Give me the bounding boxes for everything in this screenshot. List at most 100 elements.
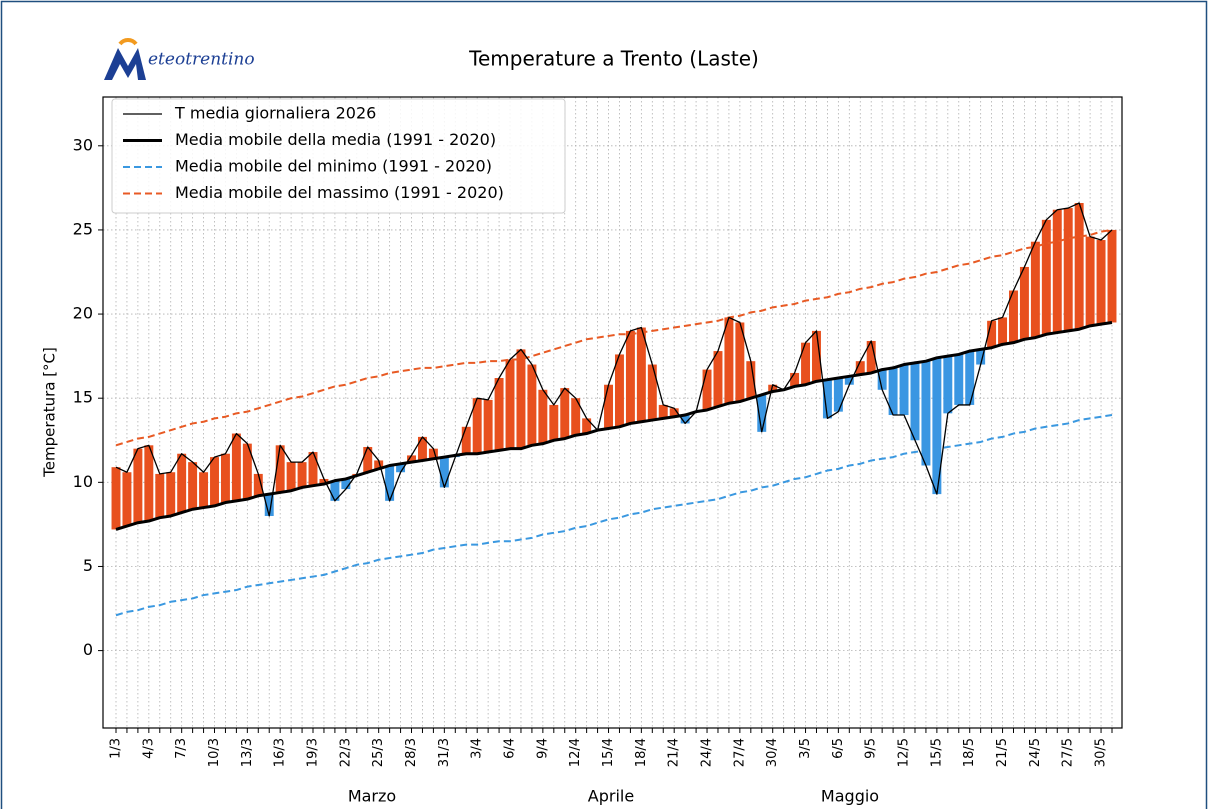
x-tick-label: 9/5	[864, 738, 879, 759]
anomaly-bar	[1085, 236, 1095, 326]
anomaly-bar	[210, 457, 219, 506]
anomaly-bar	[855, 361, 865, 375]
anomaly-bar	[407, 455, 416, 463]
x-tick-label: 21/5	[995, 738, 1010, 767]
anomaly-bar	[976, 349, 986, 365]
x-tick-label: 6/5	[831, 738, 846, 759]
anomaly-bar	[199, 472, 209, 508]
x-tick-label: 16/3	[273, 738, 288, 767]
anomaly-bar	[1063, 208, 1073, 331]
anomaly-bar	[921, 361, 931, 466]
anomaly-bar	[286, 462, 296, 491]
x-tick-label: 25/3	[371, 738, 386, 767]
legend-label: Media mobile della media (1991 - 2020)	[175, 130, 496, 149]
x-tick-label: 7/3	[174, 738, 189, 759]
anomaly-bar	[111, 467, 121, 530]
anomaly-bar	[122, 472, 132, 527]
anomaly-bar	[713, 351, 723, 407]
anomaly-bar	[998, 317, 1008, 345]
x-tick-label: 6/4	[503, 738, 518, 759]
anomaly-bar	[308, 452, 318, 486]
anomaly-bar	[571, 398, 581, 436]
anomaly-bar	[264, 494, 274, 516]
anomaly-bar	[1052, 209, 1062, 333]
anomaly-bar	[363, 446, 373, 473]
x-tick-label: 27/5	[1061, 738, 1076, 767]
x-tick-label: 18/4	[634, 738, 649, 767]
anomaly-bar	[220, 453, 230, 503]
x-tick-label: 28/3	[404, 738, 419, 767]
anomaly-bar	[242, 443, 252, 500]
logo-text: eteotrentino	[148, 50, 255, 70]
anomaly-bar	[812, 330, 821, 382]
anomaly-bar	[658, 404, 668, 419]
series-line	[115, 228, 1113, 447]
anomaly-bar	[297, 462, 307, 488]
anomaly-bar	[965, 351, 975, 405]
anomaly-bar	[669, 408, 679, 417]
x-tick-label: 9/4	[535, 738, 550, 759]
anomaly-bar	[177, 453, 187, 513]
anomaly-bar	[910, 362, 920, 441]
anomaly-bar	[1096, 240, 1106, 325]
series-line	[115, 202, 1113, 517]
x-tick-label: 24/5	[1028, 738, 1043, 767]
x-tick-label: 18/5	[962, 738, 977, 767]
anomaly-bar	[604, 384, 613, 429]
anomaly-bar	[1074, 203, 1084, 330]
anomaly-bar	[330, 480, 340, 501]
anomaly-bar	[231, 433, 241, 501]
anomaly-bar	[494, 378, 504, 451]
anomaly-fill	[111, 203, 1117, 530]
anomaly-bar	[516, 349, 526, 449]
x-tick-label: 13/3	[240, 738, 255, 767]
x-tick-label: 30/4	[765, 738, 780, 767]
y-tick-label: 0	[83, 640, 93, 659]
lines	[115, 202, 1113, 617]
anomaly-bar	[461, 426, 471, 454]
anomaly-bar	[680, 415, 690, 424]
anomaly-bar	[505, 359, 515, 449]
legend-box	[111, 98, 566, 214]
anomaly-bar	[483, 399, 493, 453]
anomaly-bar	[822, 379, 832, 419]
anomaly-bar	[428, 448, 438, 459]
x-tick-label: 22/3	[338, 738, 353, 767]
anomaly-bar	[647, 364, 657, 421]
x-tick-label: 21/4	[667, 738, 682, 767]
legend-label: Media mobile del massimo (1991 - 2020)	[175, 183, 504, 202]
anomaly-bar	[943, 356, 953, 414]
anomaly-bar	[866, 340, 876, 373]
anomaly-bar	[155, 473, 165, 518]
x-tick-label: 10/3	[207, 738, 222, 767]
anomaly-bar	[472, 398, 482, 454]
anomaly-bar	[374, 460, 384, 469]
anomaly-bar	[844, 376, 854, 385]
series-line	[115, 414, 1113, 617]
month-label: Aprile	[588, 787, 634, 806]
legend-label: T media giornaliera 2026	[174, 104, 376, 123]
legend: T media giornaliera 2026 Media mobile del…	[111, 98, 566, 214]
anomaly-bar	[549, 404, 559, 441]
month-label: Maggio	[821, 787, 879, 806]
logo: eteotrentino	[104, 38, 255, 80]
x-tick-label: 3/4	[470, 738, 485, 759]
anomaly-bar	[253, 473, 263, 496]
anomaly-bar	[417, 436, 427, 461]
anomaly-bar	[1041, 219, 1051, 335]
x-tick-label: 12/4	[568, 738, 583, 767]
anomaly-bar	[636, 327, 646, 422]
anomaly-bar	[144, 445, 154, 522]
x-tick-label: 24/4	[700, 738, 715, 767]
anomaly-bar	[1030, 241, 1040, 338]
anomaly-bar	[987, 320, 997, 348]
anomaly-bar	[757, 394, 767, 432]
y-tick-label: 25	[73, 219, 93, 238]
anomaly-bar	[1107, 229, 1117, 323]
anomaly-bar	[614, 354, 624, 427]
y-tick-label: 5	[83, 556, 93, 575]
anomaly-bar	[560, 388, 570, 439]
